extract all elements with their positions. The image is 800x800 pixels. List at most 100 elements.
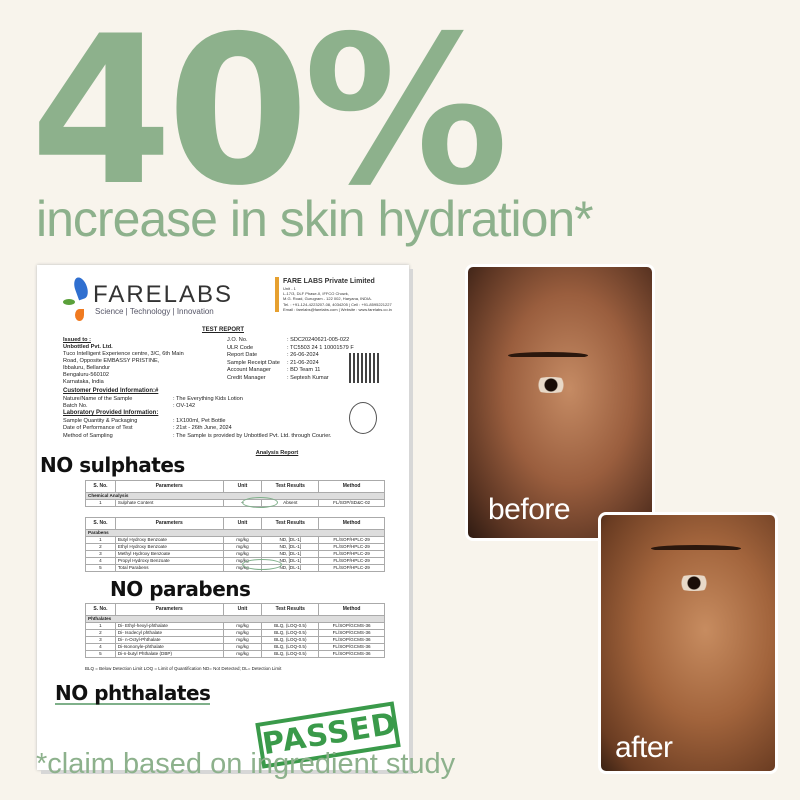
- table-cell: 3: [85, 636, 116, 644]
- report-meta: J.O. No.: SDC20240621-005-022 ULR Code : T…: [227, 337, 354, 382]
- address-line: Road, Opposite EMBASSY PRISTINE,: [63, 357, 160, 364]
- info-label: Sample Quantity & Packaging: [63, 418, 138, 425]
- column-header: S. No.: [85, 603, 116, 616]
- table-cell: Di-n-butyl Phthalate (DBP): [114, 650, 224, 658]
- table-cell: Ethyl Hydroxy Benzoate: [114, 543, 224, 551]
- sample-info: Customer Provided Information:# Nature/N…: [63, 388, 343, 440]
- highlight-circle: [242, 559, 282, 570]
- after-label: after: [615, 731, 673, 764]
- address-line: Ibbaluru, Bellandur: [63, 364, 110, 371]
- header-row: S. No. Parameters Unit Test Results Method: [85, 480, 385, 493]
- table-cell: mg/kg: [222, 622, 263, 630]
- table-cell: BLQ, (LOQ-0.5): [261, 650, 320, 658]
- table-row: 2 Di- Isodecyl phthalate mg/kg BLQ, (LOQ-0.…: [85, 629, 385, 637]
- column-header: S. No.: [85, 480, 116, 493]
- group-name: Parabens: [85, 529, 385, 537]
- column-header: Test Results: [261, 480, 320, 493]
- table-cell: Sulphate Content: [114, 499, 224, 507]
- annotation-sulphates: NO sulphates: [40, 453, 185, 477]
- table-cell: ND, [DL-1]: [261, 550, 320, 558]
- header-row: S. No. Parameters Unit Test Results Method: [85, 603, 385, 616]
- table-cell: FL/SOP/HPLC-29: [318, 536, 385, 544]
- table-cell: BLQ, (LOQ-0.5): [261, 643, 320, 651]
- info-value: : The Everything Kids Lotion: [173, 395, 243, 402]
- after-photo: after: [598, 512, 778, 774]
- logo-tagline: Science | Technology | Innovation: [95, 307, 214, 316]
- results-table: S. No. Parameters Unit Test Results Method Ph…: [85, 603, 385, 658]
- lab-heading: Laboratory Provided Information:: [63, 410, 159, 417]
- lab-tel: Tel. : +91-124-4223207-08, 4034205 | Cel…: [283, 301, 392, 307]
- table-cell: FL/SOP/GCMS-36: [318, 643, 385, 651]
- info-value: : BD Team 11: [287, 367, 321, 374]
- issued-company: Unbottled Pvt. Ltd.: [63, 343, 113, 350]
- info-label: Account Manager: [227, 367, 271, 374]
- table-cell: Butyl Hydroxy Benzoate: [114, 536, 224, 544]
- info-row: ULR Code : TC5503 24 1 10001579 F: [227, 345, 354, 353]
- info-row: Sample Quantity & Packaging : 1X100ml, Pe…: [63, 418, 343, 425]
- table-cell: FL/SOP/HPLC-29: [318, 550, 385, 558]
- table-cell: BLQ, (LOQ-0.5): [261, 636, 320, 644]
- table-cell: mg/kg: [222, 629, 263, 637]
- lab-name: FARE LABS Private Limited: [283, 278, 375, 285]
- info-row: Account Manager : BD Team 11: [227, 367, 354, 375]
- table-cell: 1: [85, 536, 116, 544]
- accreditation-seal-icon: [349, 402, 377, 434]
- table-row: 1 Butyl Hydroxy Benzoate mg/kg ND, [DL-1] FL…: [85, 536, 385, 544]
- table-cell: mg/kg: [222, 643, 263, 651]
- group-row: Parabens: [85, 529, 385, 537]
- column-header: Parameters: [114, 517, 224, 530]
- column-header: Unit: [222, 480, 263, 493]
- before-label: before: [488, 493, 571, 526]
- info-row: J.O. No.: SDC20240621-005-022: [227, 337, 354, 345]
- address-line: Bengaluru-560102: [63, 371, 110, 378]
- lab-address: FARE LABS Private Limited Unit - 1 L-17/…: [275, 277, 405, 313]
- info-value: : 26-06-2024: [287, 352, 319, 359]
- table-cell: 5: [85, 564, 116, 572]
- table-row: 5 Di-n-butyl Phthalate (DBP) mg/kg BLQ, (LO…: [85, 650, 385, 658]
- column-header: Test Results: [261, 603, 320, 616]
- table-cell: Di- Isodecyl phthalate: [114, 629, 224, 637]
- info-label: ULR Code: [227, 344, 254, 351]
- table-cell: FL/SOP/GCMS-36: [318, 636, 385, 644]
- info-row: Batch No.: OV-142: [63, 403, 343, 410]
- table-cell: FL/SOP/GCMS-36: [318, 629, 385, 637]
- table-cell: Propyl Hydroxy Benzoate: [114, 557, 224, 565]
- lab-email: Email : farelabs@farelabs.com | Website …: [283, 306, 392, 312]
- info-value: : SDC20240621-005-022: [287, 337, 350, 343]
- info-value: : 1X100ml, Pet Bottle: [173, 418, 226, 425]
- info-value: : TC5503 24 1 10001579 F: [287, 344, 354, 351]
- lab-unit: Unit - 1: [283, 286, 296, 292]
- info-row: Report Date: 26-06-2024: [227, 352, 354, 360]
- analysis-title: Analysis Report: [255, 450, 299, 456]
- info-value: : 21-06-2024: [287, 359, 319, 366]
- table-cell: Total Parabens: [114, 564, 224, 572]
- info-label: Date of Performance of Test: [63, 425, 133, 432]
- column-header: Unit: [222, 603, 263, 616]
- group-name: Phthalates: [85, 615, 385, 623]
- annotation-parabens: NO parabens: [110, 577, 251, 601]
- table-cell: mg/kg: [222, 543, 263, 551]
- table-cell: FL/SOP/HPLC-29: [318, 564, 385, 572]
- column-header: Method: [318, 603, 385, 616]
- highlight-circle: [242, 497, 278, 508]
- info-label: Nature/Name of the Sample: [63, 395, 133, 402]
- table-cell: BLQ, (LOQ-0.5): [261, 629, 320, 637]
- column-header: Method: [318, 480, 385, 493]
- table-cell: BLQ, (LOQ-0.5): [261, 622, 320, 630]
- footnote: *claim based on ingredient study: [36, 748, 456, 780]
- table-cell: FL/SOP/GCMS-36: [318, 650, 385, 658]
- table-row: 3 Di- n-Octyl-Phthalate mg/kg BLQ, (LOQ-0.5…: [85, 636, 385, 644]
- table-cell: 5: [85, 650, 116, 658]
- table-row: 1 Di- Ethyl-hexyl-phthalate mg/kg BLQ, (LOQ…: [85, 622, 385, 630]
- table-cell: Di- Ethyl-hexyl-phthalate: [114, 622, 224, 630]
- issued-label: Issued to :: [63, 337, 91, 343]
- table-row: 5 Total Parabens mg/kg ND, [DL-1] FL/SOP/HPL…: [85, 564, 385, 572]
- table-cell: 3: [85, 550, 116, 558]
- column-header: S. No.: [85, 517, 116, 530]
- test-report-document: FARELABS Science | Technology | Innovati…: [37, 265, 409, 770]
- table-row: 1 Sulphate Content -- Absent FL/SOP/SD&C-02: [85, 499, 385, 507]
- table-row: 3 Methyl Hydroxy Benzoate mg/kg ND, [DL-1] F…: [85, 550, 385, 558]
- issued-to: Issued to : Unbottled Pvt. Ltd. Tuco Int…: [63, 337, 221, 386]
- table-cell: FL/SOP/GCMS-36: [318, 622, 385, 630]
- group-row: Phthalates: [85, 615, 385, 623]
